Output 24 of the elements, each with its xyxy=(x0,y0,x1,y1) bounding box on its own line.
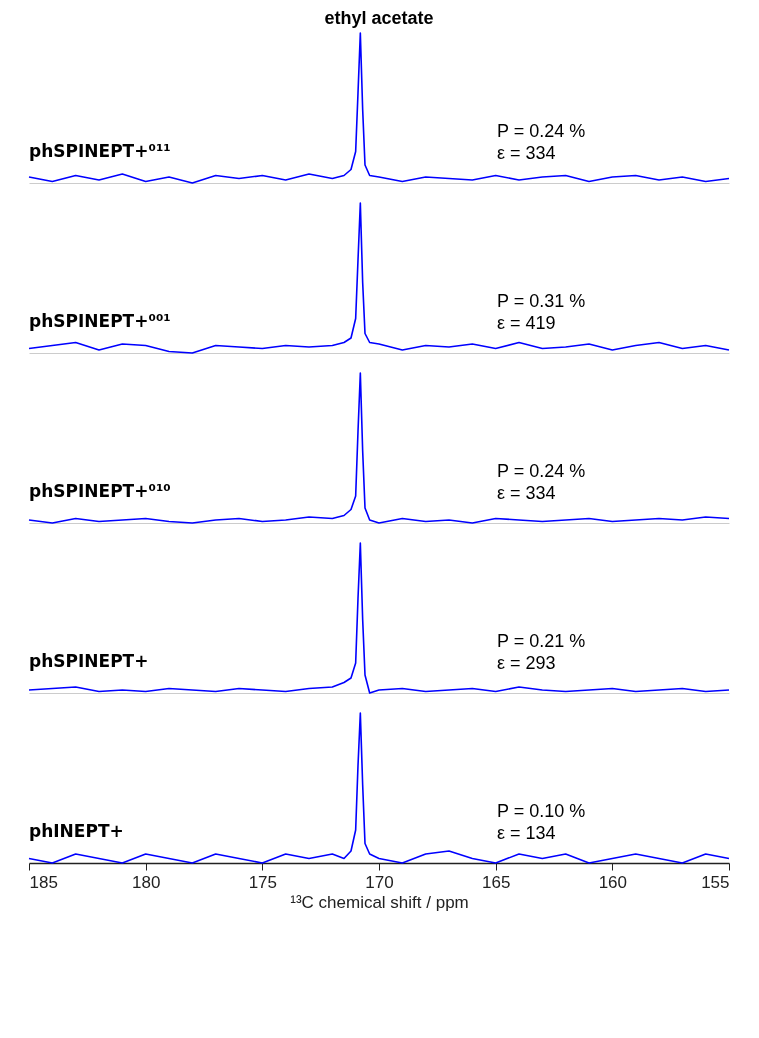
annotation: ε = 334 xyxy=(497,483,556,503)
annotation: phSPINEPT+⁰⁰¹ xyxy=(29,311,171,331)
x-tick-label: 180 xyxy=(131,872,161,892)
annotation: ε = 293 xyxy=(497,653,556,673)
annotation: P = 0.24 % xyxy=(497,121,586,141)
annotation: ε = 334 xyxy=(497,143,556,163)
annotation: P = 0.10 % xyxy=(497,801,586,821)
x-tick-label: 170 xyxy=(365,872,394,892)
annotation: phINEPT+ xyxy=(29,821,124,841)
annotation: P = 0.31 % xyxy=(497,291,586,311)
chart-title: ethyl acetate xyxy=(324,8,434,29)
annotation: phSPINEPT+⁰¹⁰ xyxy=(29,481,171,501)
annotation: ε = 419 xyxy=(497,313,556,333)
x-tick-label: 160 xyxy=(598,872,628,892)
x-tick-label: 165 xyxy=(481,872,511,892)
x-tick-label: 155 xyxy=(701,872,730,892)
x-tick-label: 175 xyxy=(248,872,278,892)
annotation: P = 0.24 % xyxy=(497,461,586,481)
annotation: phSPINEPT+ xyxy=(29,651,149,671)
x-tick-label: 185 xyxy=(29,872,58,892)
x-axis-title: ¹³C chemical shift / ppm xyxy=(290,892,469,912)
annotation: ε = 134 xyxy=(497,823,556,843)
annotation: P = 0.21 % xyxy=(497,631,586,651)
annotation: phSPINEPT+⁰¹¹ xyxy=(29,141,171,161)
